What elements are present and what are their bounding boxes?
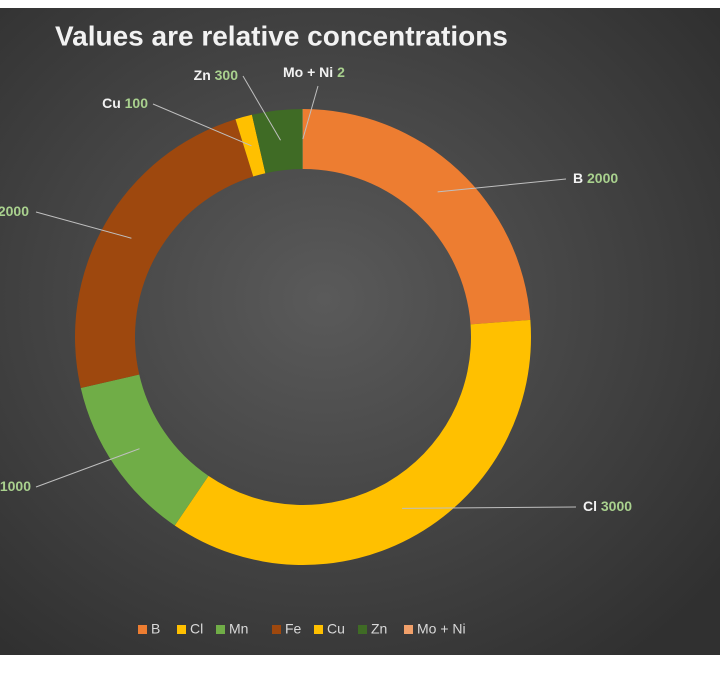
- donut-slice: [80, 374, 209, 526]
- donut-slice: [251, 109, 303, 174]
- data-label-name: Cl: [583, 498, 597, 514]
- data-label-value: 2: [337, 64, 345, 80]
- leader-line: [152, 103, 252, 147]
- legend-label: Fe: [285, 621, 302, 637]
- data-label-name: Mo + Ni: [283, 64, 333, 80]
- data-label: Mn 1000: [0, 478, 31, 494]
- data-label: Mo + Ni 2: [283, 64, 345, 80]
- leader-line: [242, 75, 281, 141]
- legend-label: Zn: [371, 621, 387, 637]
- data-label: Fe 2000: [0, 203, 29, 219]
- legend-label: Cu: [327, 621, 345, 637]
- legend-label: B: [151, 621, 160, 637]
- data-label: Zn 300: [194, 67, 239, 83]
- data-label-value: 300: [215, 67, 239, 83]
- donut-slice: [303, 109, 531, 325]
- leader-line: [302, 85, 319, 140]
- donut-slice: [174, 319, 532, 565]
- data-label-name: Cu: [102, 95, 121, 111]
- donut-slice: [75, 119, 254, 388]
- leader-line: [402, 506, 577, 509]
- data-label-value: 3000: [601, 498, 632, 514]
- legend-swatch: [358, 625, 367, 634]
- data-label: Cl 3000: [583, 498, 632, 514]
- data-label-value: 100: [125, 95, 149, 111]
- data-label-value: 1000: [0, 478, 31, 494]
- legend-swatch: [216, 625, 225, 634]
- legend-label: Cl: [190, 621, 203, 637]
- data-label-value: 2000: [0, 203, 29, 219]
- leader-line: [35, 211, 132, 239]
- data-label-value: 2000: [587, 170, 618, 186]
- legend-swatch: [314, 625, 323, 634]
- chart-title: Values are relative concentrations: [55, 20, 508, 51]
- legend-label: Mn: [229, 621, 248, 637]
- data-label-name: Zn: [194, 67, 211, 83]
- leader-line: [437, 178, 567, 193]
- legend-swatch: [138, 625, 147, 634]
- legend-swatch: [404, 625, 413, 634]
- legend-swatch: [177, 625, 186, 634]
- legend-swatch: [272, 625, 281, 634]
- data-label: B 2000: [573, 170, 618, 186]
- legend-label: Mo + Ni: [417, 621, 466, 637]
- data-label: Cu 100: [102, 95, 148, 111]
- data-label-name: B: [573, 170, 583, 186]
- leader-line: [35, 448, 140, 488]
